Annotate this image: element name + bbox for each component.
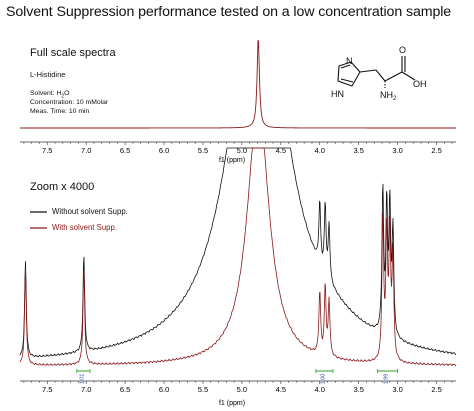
top-tick-label: 7.0 [81,146,91,155]
bottom-tick-label: 3.0 [392,385,402,394]
compound-name: L-Histidine [30,70,66,79]
molecule-nh2-sub: 2 [393,96,397,102]
bottom-tick-label: 7.0 [81,385,91,394]
top-tick-label: 6.5 [120,146,130,155]
top-tick-label: 4.5 [276,146,286,155]
bottom-tick-label: 6.5 [120,385,130,394]
top-tick-label: 3.5 [353,146,363,155]
molecule-nh2-main: NH [380,90,393,100]
with-suppression-line [19,147,457,367]
top-panel-label: Full scale spectra [30,47,116,59]
solvent-subscript: 2 [61,93,65,100]
histidine-structure: N HN O OH NH2 [331,45,427,102]
molecule-o-label: O [399,45,406,55]
molecule-oh-label: OH [413,79,427,89]
meas-time-info: Meas. Time: 10 min [30,108,90,115]
top-tick-label: 5.5 [198,146,208,155]
concentration-info: Concentration: 10 mMolar [30,99,109,106]
integral-value-label: 1.99 [383,374,389,385]
bottom-panel-label: Zoom x 4000 [30,181,95,193]
solvent-end: O [64,90,70,97]
integral-value-label: 1.00 [320,374,326,385]
legend-label-without: Without solvent Supp. [52,207,128,216]
bottom-x-axis-label: f1 (ppm) [219,400,245,407]
top-tick-label: 2.5 [431,146,441,155]
bottom-x-axis: 7.5 7.0 6.5 6.0 5.5 5.0 4.5 4.0 3.5 3.0 2.5 [20,380,456,394]
bottom-tick-label: 4.5 [276,385,286,394]
top-tick-label: 7.5 [42,146,52,155]
without-suppression-line [19,147,457,358]
top-tick-label: 3.0 [392,146,402,155]
figure-title: Solvent Suppression performance tested o… [6,4,452,20]
bottom-tick-label: 7.5 [42,385,52,394]
integral-value-label: 1.01 [79,374,85,385]
solvent-info: Solvent: H2O [30,90,69,100]
top-x-axis-label: f1 (ppm) [219,157,245,164]
legend-label-with: With solvent Supp. [52,223,118,232]
top-tick-label: 4.0 [315,146,325,155]
full-scale-spectrum-line [20,39,456,129]
bottom-tick-label: 2.5 [431,385,441,394]
integral-region-group: 1.01 1.00 1.99 [76,369,399,385]
bottom-tick-label: 3.5 [353,385,363,394]
top-x-axis: 7.5 7.0 6.5 6.0 5.5 5.0 4.5 4.0 3.5 3.0 2.5 [20,141,456,155]
molecule-n-label: N [346,56,353,66]
molecule-nh2-label: NH2 [380,90,397,102]
bottom-tick-label: 6.0 [159,385,169,394]
bottom-tick-label: 5.0 [237,385,247,394]
bottom-tick-label: 4.0 [315,385,325,394]
top-tick-label: 5.0 [237,146,247,155]
molecule-hn-label: HN [331,89,344,99]
top-tick-label: 6.0 [159,146,169,155]
solvent-text: Solvent: H [30,90,62,97]
bottom-tick-label: 5.5 [198,385,208,394]
